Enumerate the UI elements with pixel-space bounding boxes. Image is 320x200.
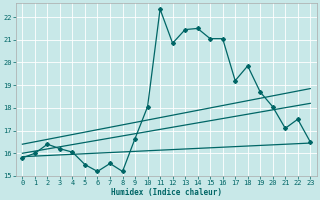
X-axis label: Humidex (Indice chaleur): Humidex (Indice chaleur) — [111, 188, 222, 197]
